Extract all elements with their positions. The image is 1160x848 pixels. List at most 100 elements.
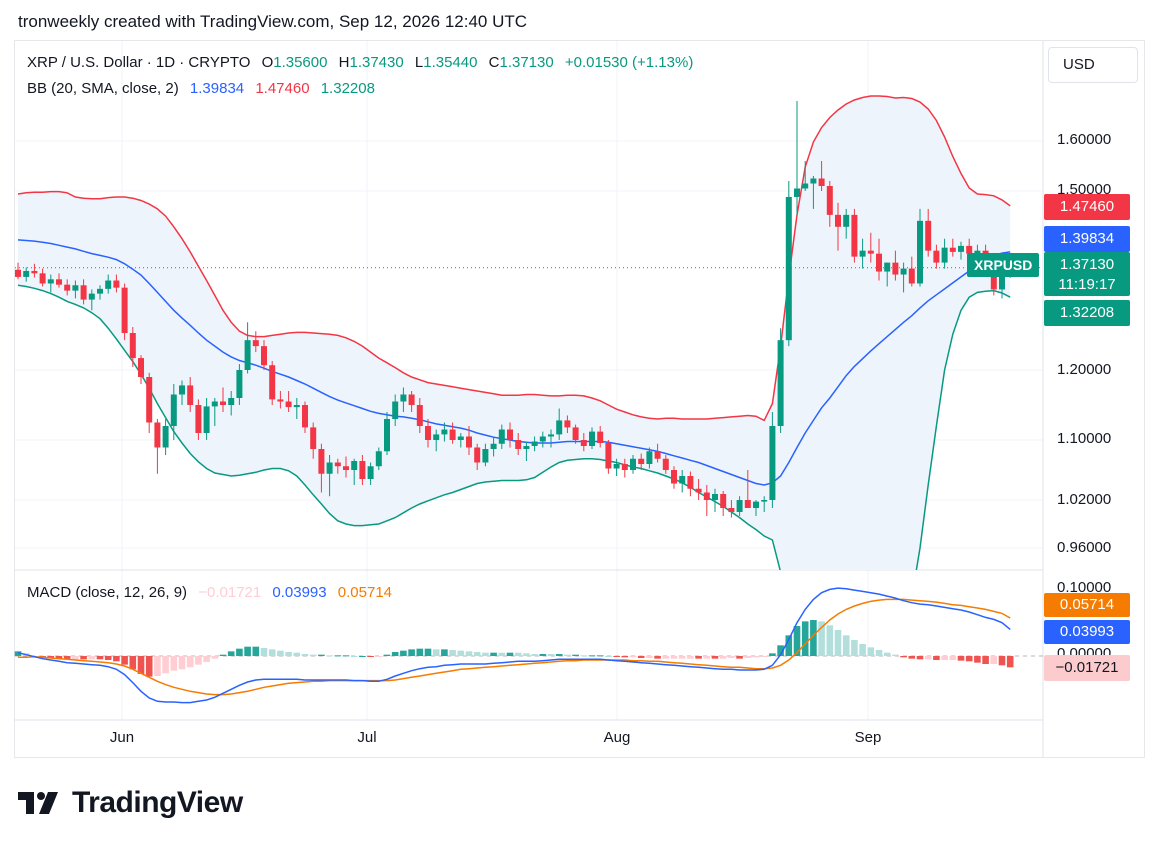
candle	[367, 462, 374, 485]
macd-histogram-bar	[514, 652, 522, 656]
candle-body	[835, 214, 841, 227]
macd-histogram-bar	[752, 656, 760, 658]
macd-signal-line	[18, 598, 1011, 696]
candle-body	[433, 434, 440, 440]
macd-histogram-bar	[900, 656, 907, 658]
candle-body	[826, 186, 833, 215]
candle-body	[343, 466, 349, 470]
candle-body	[97, 288, 103, 294]
macd-histogram-bar	[342, 655, 350, 657]
candle-body	[818, 178, 825, 186]
candle-body	[679, 476, 686, 484]
macd-label[interactable]: MACD (close, 12, 26, 9)	[27, 584, 188, 601]
symbol-label[interactable]: XRP / U.S. Dollar · 1D · CRYPTO	[27, 54, 251, 71]
candle	[507, 422, 513, 448]
macd-histogram-bar	[186, 656, 194, 668]
candle-body	[917, 220, 923, 284]
macd-histogram-bar	[55, 656, 63, 659]
candle-body	[457, 436, 464, 440]
candle-body	[654, 451, 661, 459]
change-value: +0.01530 (+1.13%)	[564, 54, 694, 71]
candle	[138, 355, 144, 384]
candle-body	[228, 398, 235, 405]
candle-body	[925, 220, 932, 251]
tradingview-logo[interactable]: TradingView	[18, 786, 243, 820]
candle-body	[23, 270, 30, 277]
macd-histogram-bar	[285, 652, 292, 656]
macd-histogram-bar	[531, 654, 538, 656]
macd-histogram-bar	[63, 656, 71, 660]
candle	[170, 384, 177, 440]
candle	[949, 238, 956, 257]
candle	[794, 101, 800, 215]
bb-label[interactable]: BB (20, SMA, close, 2)	[27, 80, 179, 97]
candle-body	[523, 446, 530, 449]
macd-histogram-bar	[760, 656, 768, 657]
candle	[523, 441, 530, 461]
candle	[687, 471, 694, 497]
candle	[392, 394, 399, 426]
price-legend: XRP / U.S. Dollar · 1D · CRYPTO O1.35600…	[27, 54, 693, 71]
candle-body	[129, 333, 136, 359]
macd-histogram-bar	[818, 621, 825, 656]
x-tick: Jul	[357, 729, 377, 746]
candle	[433, 429, 440, 452]
candle	[630, 455, 636, 474]
candle-body	[162, 426, 169, 448]
candle-body	[859, 250, 866, 257]
bb-legend: BB (20, SMA, close, 2) 1.39834 1.47460 1…	[27, 80, 375, 97]
macd-histogram-bar	[252, 646, 260, 656]
macd-histogram-bar	[170, 656, 178, 671]
candle	[351, 458, 358, 485]
currency-button[interactable]: USD	[1048, 47, 1138, 83]
candle-body	[121, 287, 128, 334]
candle-body	[539, 436, 546, 442]
candle	[613, 458, 620, 476]
candle	[23, 267, 30, 282]
candle-body	[802, 183, 809, 189]
candle	[64, 279, 71, 296]
candle	[211, 398, 218, 426]
candle-body	[531, 441, 538, 446]
candle	[154, 419, 161, 474]
candle-body	[507, 429, 513, 440]
y-tick: 1.60000	[1057, 131, 1112, 148]
macd-histogram-bar	[359, 656, 366, 657]
candle-body	[548, 434, 554, 437]
macd-histogram-bar	[810, 620, 817, 656]
candle-body	[671, 470, 677, 484]
candle-body	[900, 268, 907, 275]
candle	[654, 443, 661, 463]
macd-histogram-bar	[318, 654, 325, 656]
macd-histogram-bar	[867, 647, 875, 656]
macd-histogram-bar	[498, 652, 506, 656]
candle-body	[810, 178, 817, 184]
macd-histogram-bar	[949, 656, 957, 660]
macd-histogram-bar	[375, 656, 383, 657]
macd-histogram-bar	[490, 652, 497, 656]
macd-histogram-bar	[908, 656, 916, 659]
macd-histogram-bar	[670, 656, 678, 659]
macd-hist-value: −0.01721	[198, 584, 262, 601]
candle	[179, 380, 185, 405]
macd-histogram-bar	[695, 656, 702, 659]
candle-body	[580, 440, 587, 446]
bb-lower-price-tag: 1.32208	[1044, 300, 1130, 326]
candle	[892, 250, 899, 281]
candle	[941, 238, 948, 269]
bb-lower-value: 1.32208	[320, 80, 375, 97]
candle-body	[236, 370, 243, 398]
candle	[515, 433, 522, 455]
candle-body	[138, 358, 144, 377]
candle-body	[498, 429, 505, 444]
candle-body	[220, 401, 226, 405]
macd-histogram-bar	[162, 656, 169, 674]
candle	[597, 426, 604, 448]
macd-histogram-bar	[211, 656, 219, 659]
candle-body	[949, 247, 956, 252]
candle-body	[72, 285, 79, 291]
x-tick: Aug	[603, 729, 631, 746]
macd-histogram-bar	[219, 654, 227, 656]
candle	[900, 262, 907, 293]
